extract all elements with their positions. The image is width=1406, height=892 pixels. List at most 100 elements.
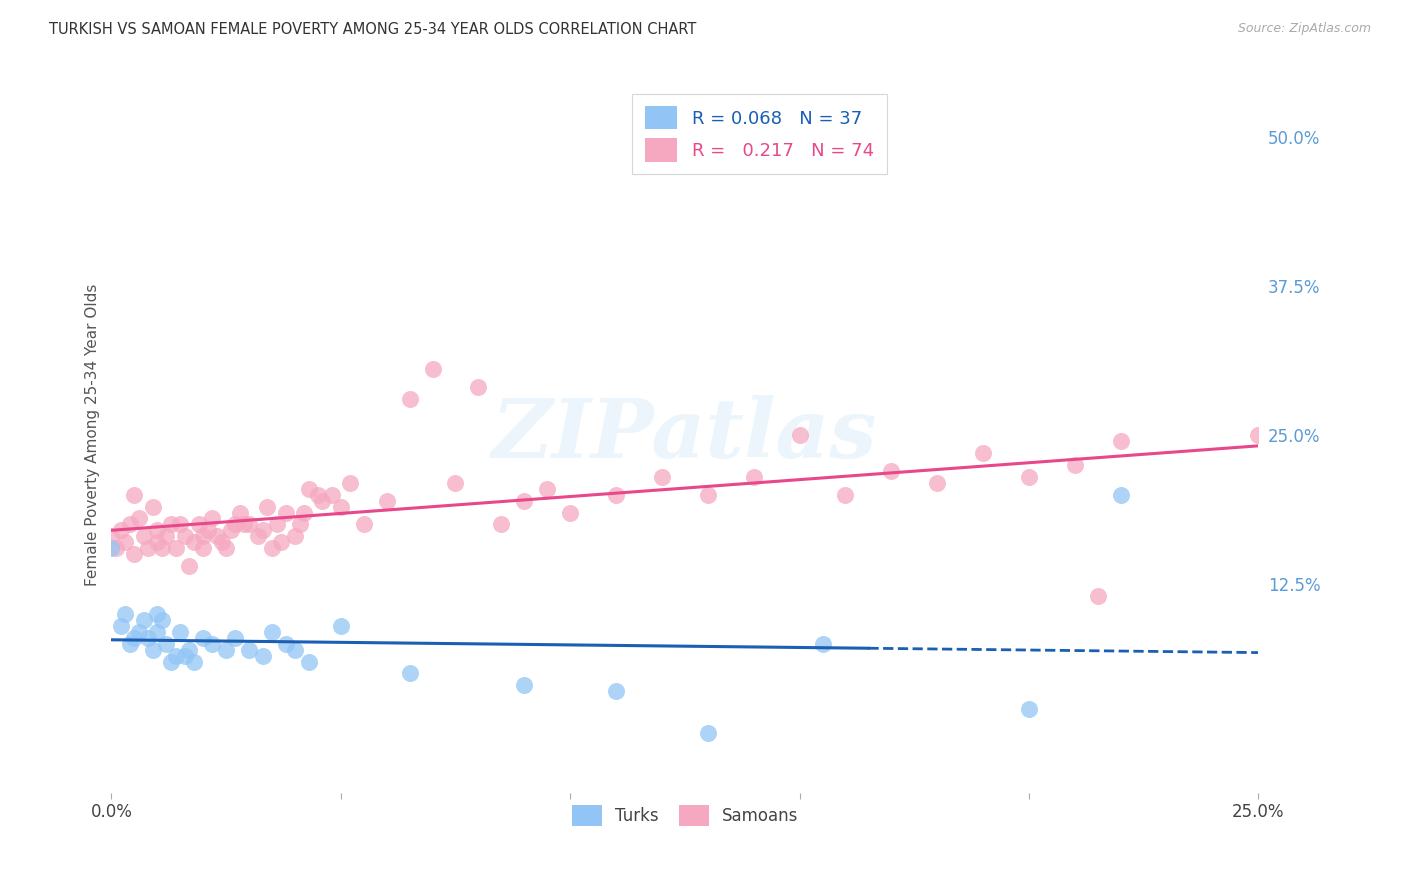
- Point: [321, 488, 343, 502]
- Y-axis label: Female Poverty Among 25-34 Year Olds: Female Poverty Among 25-34 Year Olds: [86, 284, 100, 586]
- Point: [110, 524, 132, 538]
- Point: [927, 475, 949, 490]
- Point: [191, 631, 214, 645]
- Text: TURKISH VS SAMOAN FEMALE POVERTY AMONG 25-34 YEAR OLDS CORRELATION CHART: TURKISH VS SAMOAN FEMALE POVERTY AMONG 2…: [49, 22, 696, 37]
- Point: [224, 517, 246, 532]
- Point: [513, 678, 536, 692]
- Point: [146, 524, 169, 538]
- Point: [329, 619, 352, 633]
- Point: [375, 493, 398, 508]
- Point: [142, 642, 165, 657]
- Point: [132, 529, 155, 543]
- Point: [560, 506, 582, 520]
- Point: [160, 517, 183, 532]
- Point: [211, 535, 233, 549]
- Point: [118, 517, 141, 532]
- Point: [491, 517, 513, 532]
- Point: [1018, 469, 1040, 483]
- Point: [311, 493, 333, 508]
- Point: [229, 506, 252, 520]
- Point: [238, 642, 260, 657]
- Point: [219, 524, 242, 538]
- Point: [422, 362, 444, 376]
- Point: [118, 637, 141, 651]
- Point: [142, 500, 165, 514]
- Point: [169, 517, 191, 532]
- Point: [513, 493, 536, 508]
- Point: [339, 475, 361, 490]
- Point: [146, 607, 169, 621]
- Point: [150, 541, 173, 556]
- Point: [136, 541, 159, 556]
- Point: [307, 488, 329, 502]
- Point: [215, 541, 238, 556]
- Point: [972, 446, 994, 460]
- Point: [238, 517, 260, 532]
- Point: [179, 642, 201, 657]
- Point: [128, 624, 150, 639]
- Point: [1087, 589, 1109, 603]
- Point: [183, 535, 205, 549]
- Point: [100, 541, 122, 556]
- Point: [811, 637, 834, 651]
- Point: [398, 392, 420, 407]
- Point: [274, 637, 297, 651]
- Point: [284, 642, 307, 657]
- Point: [197, 524, 219, 538]
- Point: [110, 619, 132, 633]
- Point: [173, 529, 195, 543]
- Point: [742, 469, 765, 483]
- Point: [201, 637, 224, 651]
- Point: [124, 488, 146, 502]
- Point: [247, 529, 270, 543]
- Point: [444, 475, 467, 490]
- Point: [288, 517, 311, 532]
- Point: [165, 648, 187, 663]
- Point: [298, 482, 321, 496]
- Point: [155, 637, 177, 651]
- Point: [1018, 702, 1040, 716]
- Point: [270, 535, 292, 549]
- Point: [260, 624, 283, 639]
- Point: [1247, 428, 1270, 442]
- Point: [179, 559, 201, 574]
- Point: [165, 541, 187, 556]
- Point: [353, 517, 375, 532]
- Point: [187, 517, 209, 532]
- Point: [252, 524, 274, 538]
- Point: [1109, 434, 1132, 448]
- Point: [132, 613, 155, 627]
- Point: [260, 541, 283, 556]
- Point: [191, 541, 214, 556]
- Point: [696, 488, 718, 502]
- Point: [105, 541, 128, 556]
- Point: [605, 488, 627, 502]
- Point: [256, 500, 278, 514]
- Point: [252, 648, 274, 663]
- Point: [266, 517, 288, 532]
- Point: [233, 517, 256, 532]
- Legend: Turks, Samoans: Turks, Samoans: [564, 797, 807, 834]
- Point: [605, 684, 627, 698]
- Point: [124, 631, 146, 645]
- Point: [1063, 458, 1085, 472]
- Point: [136, 631, 159, 645]
- Point: [160, 655, 183, 669]
- Point: [274, 506, 297, 520]
- Point: [651, 469, 673, 483]
- Point: [292, 506, 315, 520]
- Point: [467, 380, 489, 394]
- Point: [155, 529, 177, 543]
- Point: [100, 529, 122, 543]
- Point: [789, 428, 811, 442]
- Point: [183, 655, 205, 669]
- Point: [215, 642, 238, 657]
- Point: [834, 488, 856, 502]
- Point: [128, 511, 150, 525]
- Point: [124, 547, 146, 561]
- Point: [114, 535, 136, 549]
- Point: [146, 624, 169, 639]
- Point: [201, 511, 224, 525]
- Point: [536, 482, 558, 496]
- Text: Source: ZipAtlas.com: Source: ZipAtlas.com: [1237, 22, 1371, 36]
